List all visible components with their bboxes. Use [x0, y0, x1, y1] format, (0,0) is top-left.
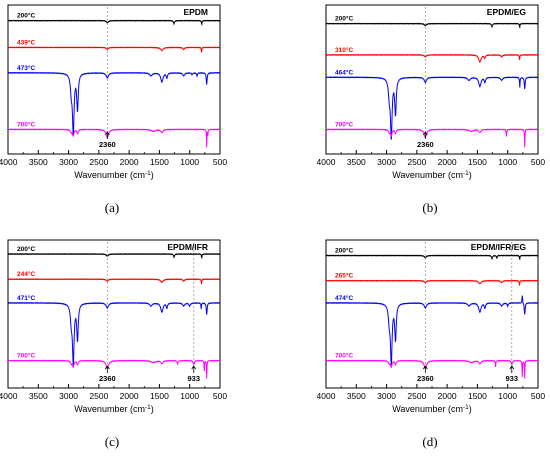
x-tick-label: 2500 [407, 391, 426, 401]
panel-caption-b: (b) [422, 200, 438, 215]
x-tick-label: 500 [213, 157, 227, 167]
x-tick-label: 1000 [498, 391, 517, 401]
x-tick-label: 4000 [317, 391, 336, 401]
series-line-700c [7, 128, 221, 148]
annotation-arrowhead [105, 365, 110, 370]
annotation-arrowhead [191, 365, 197, 370]
series-label: 473°C [17, 64, 35, 72]
series-line-700c [7, 359, 221, 379]
x-tick-label: 2500 [89, 391, 108, 401]
chart-panel-a: 4000 3500 3000 2500 2000 1500 1000 500 Wavenumbe… [0, 4, 227, 180]
x-tick-label: 1000 [498, 157, 517, 167]
plot-frame [7, 239, 221, 389]
panel-caption-d: (d) [422, 434, 438, 449]
annotation-label-2360: 2360 [99, 374, 116, 383]
x-axis-label: Wavenumber (cm-1) [392, 170, 471, 180]
series-line-439c [7, 46, 221, 53]
series-line-244c [7, 278, 221, 285]
x-tick-label: 3500 [347, 391, 366, 401]
series-label: 700°C [17, 352, 35, 360]
series-label: 464°C [335, 68, 353, 76]
series-label: 700°C [335, 352, 353, 360]
x-tick-label: 1500 [150, 391, 169, 401]
series-label: 474°C [335, 294, 353, 302]
series-line-200c [325, 254, 539, 261]
series-label: 310°C [335, 46, 353, 54]
chart-panel-d: 4000 3500 3000 2500 2000 1500 1000 500 Wavenumbe… [317, 239, 545, 414]
x-axis-label: Wavenumber (cm-1) [74, 404, 153, 414]
annotation-arrowhead [509, 365, 515, 370]
x-tick-label: 3500 [347, 157, 366, 167]
annotation-arrowhead [105, 131, 110, 136]
series-line-700c [325, 128, 539, 148]
series-label: 244°C [17, 270, 35, 278]
panel-title: EPDM/IFR [167, 242, 208, 252]
series-line-473c [7, 71, 221, 136]
series-line-200c [325, 22, 539, 29]
annotation-label-2360: 2360 [417, 374, 434, 383]
x-axis-label: Wavenumber (cm-1) [392, 404, 471, 414]
x-tick-label: 1500 [150, 157, 169, 167]
series-label: 200°C [17, 12, 35, 20]
x-tick-label: 3000 [377, 157, 396, 167]
x-tick-label: 3000 [377, 391, 396, 401]
x-tick-label: 2000 [120, 157, 139, 167]
series-label: 471°C [17, 294, 35, 302]
panel-title: EPDM [183, 7, 208, 17]
x-tick-label: 1000 [180, 157, 199, 167]
series-line-471c [7, 301, 221, 366]
annotation-label-933: 933 [506, 374, 519, 383]
panel-caption-a: (a) [104, 200, 120, 215]
series-label: 700°C [335, 120, 353, 128]
x-tick-label: 2000 [438, 391, 457, 401]
x-tick-label: 1500 [468, 391, 487, 401]
x-tick-label: 4000 [0, 157, 18, 167]
plot-frame [7, 4, 221, 155]
x-tick-label: 2500 [89, 157, 108, 167]
x-tick-label: 2000 [438, 157, 457, 167]
series-label: 200°C [17, 245, 35, 253]
series-line-200c [7, 253, 221, 260]
series-label: 439°C [17, 38, 35, 46]
x-tick-label: 3000 [59, 157, 78, 167]
x-tick-label: 500 [531, 391, 545, 401]
panel-title: EPDM/IFR/EG [471, 242, 527, 252]
annotation-arrowhead [423, 131, 428, 136]
panel-caption-c: (c) [104, 434, 120, 449]
series-line-464c [325, 76, 539, 140]
x-tick-label: 3500 [29, 391, 48, 401]
x-tick-label: 3500 [29, 157, 48, 167]
x-axis-label: Wavenumber (cm-1) [74, 170, 153, 180]
annotation-label-2360: 2360 [99, 140, 116, 149]
x-tick-label: 500 [213, 391, 227, 401]
chart-panel-c: 4000 3500 3000 2500 2000 1500 1000 500 Wavenumbe… [0, 239, 227, 414]
x-tick-label: 4000 [0, 391, 18, 401]
annotation-arrowhead [423, 365, 428, 370]
series-label: 265°C [335, 272, 353, 280]
x-tick-label: 1500 [468, 157, 487, 167]
series-line-310c [325, 53, 539, 64]
series-line-700c [325, 359, 539, 379]
series-label: 200°C [335, 247, 353, 255]
series-label: 700°C [17, 120, 35, 128]
chart-panel-b: 4000 3500 3000 2500 2000 1500 1000 500 Wavenumbe… [317, 4, 545, 180]
panel-title: EPDM/EG [487, 7, 527, 17]
x-tick-label: 2500 [407, 157, 426, 167]
annotation-label-933: 933 [188, 374, 201, 383]
plot-frame [325, 239, 539, 389]
x-tick-label: 3000 [59, 391, 78, 401]
annotation-label-2360: 2360 [417, 140, 434, 149]
x-tick-label: 2000 [120, 391, 139, 401]
x-tick-label: 1000 [180, 391, 199, 401]
series-line-265c [325, 279, 539, 286]
series-label: 200°C [335, 15, 353, 23]
series-line-200c [7, 19, 221, 27]
series-line-474c [325, 295, 539, 366]
x-tick-label: 4000 [317, 157, 336, 167]
x-tick-label: 500 [531, 157, 545, 167]
